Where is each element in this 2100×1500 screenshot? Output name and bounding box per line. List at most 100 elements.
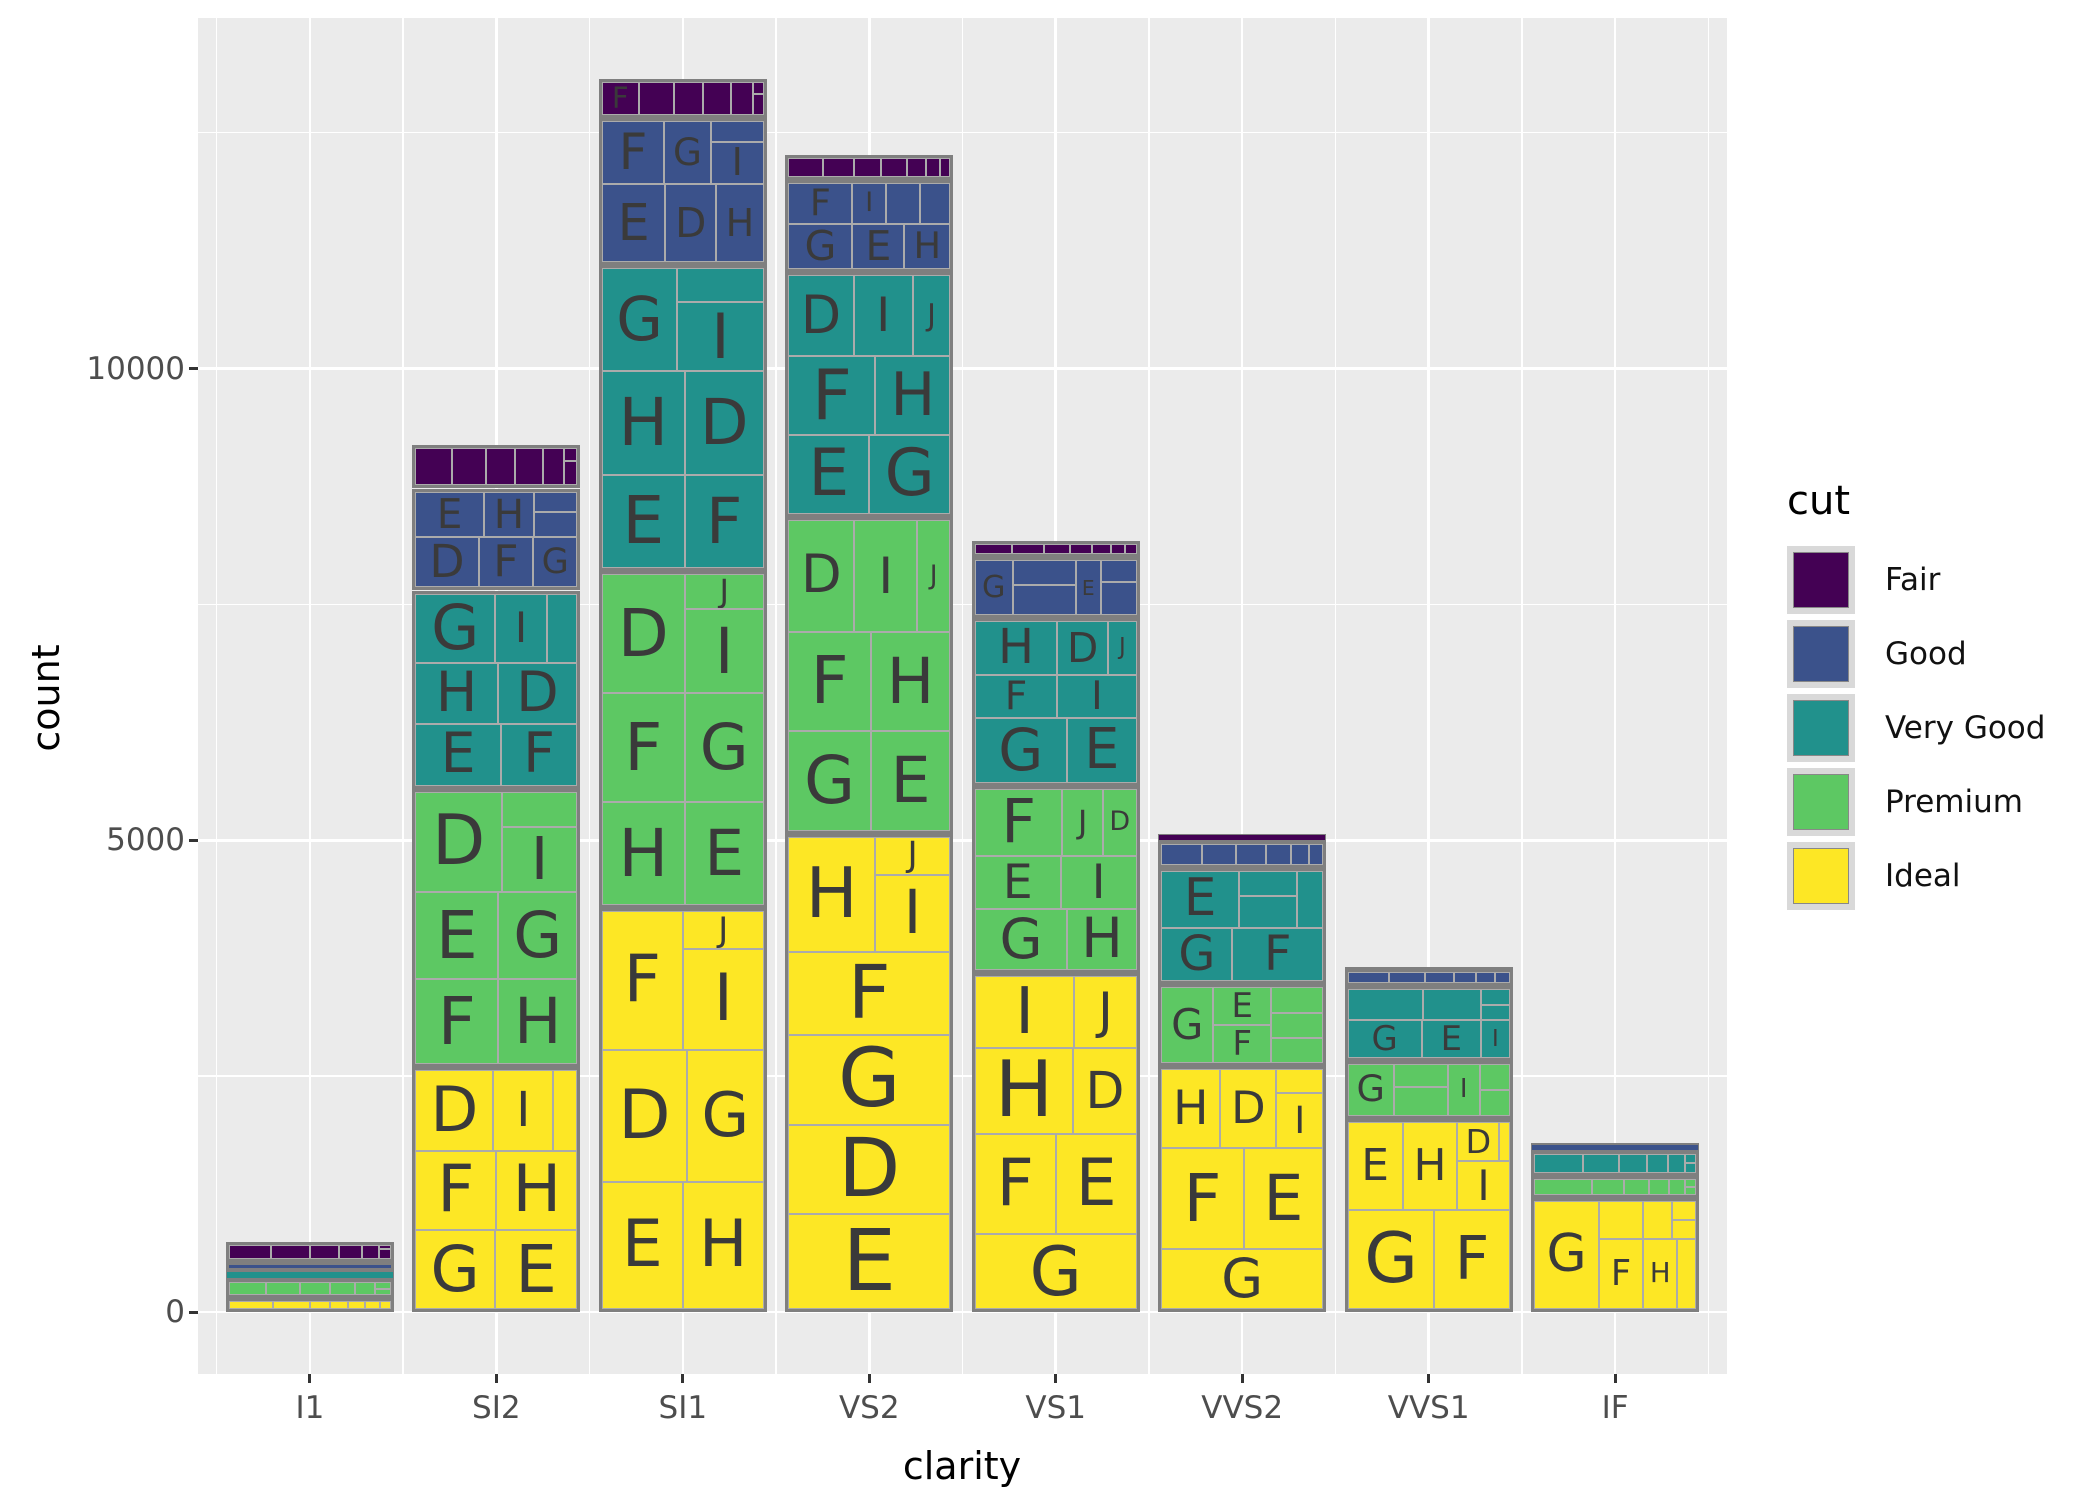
gridline-vminor-7 xyxy=(1521,18,1523,1374)
treemap-cell-D: D xyxy=(415,1069,494,1152)
segment-VS1-Fair xyxy=(971,541,1140,558)
treemap-cell xyxy=(1480,989,1510,1005)
x-tick-VVS1 xyxy=(1427,1374,1431,1383)
legend-swatch-Good xyxy=(1793,626,1849,682)
treemap-cell-I: I xyxy=(1457,1161,1510,1210)
color-grade-label-D: D xyxy=(430,1073,479,1147)
color-grade-label-F: F xyxy=(623,942,661,1018)
color-grade-label-I: I xyxy=(903,878,922,949)
treemap-cell xyxy=(907,158,927,178)
color-grade-label-J: J xyxy=(1118,634,1126,661)
treemap-cell-G: G xyxy=(1347,1063,1394,1116)
treemap-cell xyxy=(1347,971,1390,984)
treemap-cell-group xyxy=(1271,987,1324,1064)
y-tick-0 xyxy=(189,1310,198,1314)
color-grade-label-E: E xyxy=(1084,718,1120,783)
treemap-cell xyxy=(515,447,543,486)
legend: cut Fair Good Very Good Premium Ideal xyxy=(1787,478,2045,916)
treemap-row xyxy=(374,1281,391,1290)
treemap-row xyxy=(1684,1153,1696,1164)
treemap-cell-H: H xyxy=(974,1047,1074,1135)
treemap-cell xyxy=(1685,1186,1696,1195)
treemap-row xyxy=(677,267,764,303)
treemap-cell-D: D xyxy=(788,519,855,632)
treemap-row: I xyxy=(1276,1092,1324,1149)
treemap-cell-J: J xyxy=(874,836,951,875)
treemap-cell-G: G xyxy=(684,692,764,803)
treemap-cell-E: E xyxy=(684,802,764,905)
treemap-cell-D: D xyxy=(788,1124,951,1215)
treemap-row xyxy=(1480,989,1510,1005)
treemap-row xyxy=(752,93,764,115)
treemap-cell xyxy=(1424,971,1454,984)
treemap-cell-G: G xyxy=(533,536,578,588)
treemap-cell-E: E xyxy=(788,435,870,514)
color-grade-label-H: H xyxy=(1081,908,1123,971)
treemap-cell-group xyxy=(1238,870,1298,928)
legend-swatch-Premium xyxy=(1793,774,1849,830)
treemap-cell-D: D xyxy=(601,573,685,693)
treemap-cell xyxy=(547,593,578,663)
segment-IF-Premium xyxy=(1531,1175,1700,1198)
treemap-cell-group xyxy=(564,447,578,486)
treemap-cell-group xyxy=(374,1281,391,1296)
treemap-row xyxy=(1480,1004,1510,1021)
treemap-row xyxy=(415,447,578,486)
treemap-cell-I: I xyxy=(854,519,918,632)
treemap-cell-E: E xyxy=(1243,1148,1324,1249)
color-grade-label-D: D xyxy=(801,544,842,606)
treemap-cell-group: I xyxy=(677,267,764,372)
color-grade-label-F: F xyxy=(810,642,849,720)
treemap-row xyxy=(788,158,951,178)
treemap-cell-I: I xyxy=(1481,1020,1510,1058)
segment-I1-Premium xyxy=(225,1278,394,1299)
treemap-cell xyxy=(1647,1153,1668,1173)
treemap-cell xyxy=(361,1245,380,1259)
treemap-cell xyxy=(1043,544,1070,555)
color-grade-label-E: E xyxy=(1081,575,1095,600)
treemap-cell-G: G xyxy=(1534,1200,1599,1309)
legend-item-Very-Good: Very Good xyxy=(1787,694,2045,762)
x-tick-label-SI2: SI2 xyxy=(472,1390,521,1426)
treemap-cell-H: H xyxy=(682,1181,764,1309)
treemap-cell xyxy=(1684,1163,1696,1173)
color-grade-label-F: F xyxy=(493,536,519,588)
treemap-cell-F: F xyxy=(1598,1238,1644,1309)
gridline-vminor-2 xyxy=(588,18,591,1374)
treemap-cell-G: G xyxy=(686,1050,764,1182)
treemap-cell xyxy=(1308,843,1324,865)
treemap-cell xyxy=(451,447,487,486)
treemap-cell-G: G xyxy=(415,1230,495,1309)
treemap-cell-group xyxy=(1685,1178,1696,1195)
color-grade-label-D: D xyxy=(516,662,559,725)
treemap-row xyxy=(1672,1200,1696,1220)
color-grade-label-E: E xyxy=(704,816,745,891)
treemap-row xyxy=(564,460,578,486)
treemap-cell-group: I xyxy=(501,791,578,893)
treemap-cell xyxy=(919,183,951,224)
color-grade-label-E: E xyxy=(1075,1145,1117,1221)
treemap-cell-D: D xyxy=(1057,621,1109,675)
legend-item-Premium: Premium xyxy=(1787,768,2045,836)
color-grade-label-D: D xyxy=(1085,1060,1125,1120)
color-grade-label-D: D xyxy=(1067,623,1099,672)
treemap-cell xyxy=(1393,1087,1448,1116)
treemap-cell xyxy=(1290,843,1309,865)
legend-swatch-Ideal xyxy=(1793,848,1849,904)
treemap-row xyxy=(1685,1178,1696,1187)
treemap-cell-E: E xyxy=(1161,870,1239,928)
treemap-cell xyxy=(1618,1153,1648,1173)
treemap-cell xyxy=(534,491,578,512)
